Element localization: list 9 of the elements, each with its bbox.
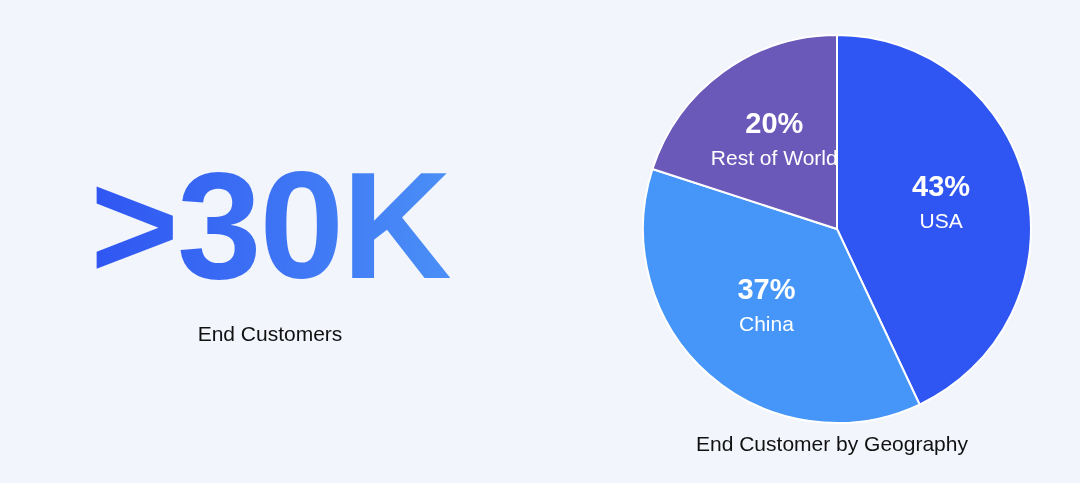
slice-label: USA — [919, 208, 963, 232]
slice-label: Rest of World — [710, 145, 838, 169]
data-label: 20% — [745, 106, 804, 139]
text: End Customers — [196, 322, 344, 346]
text: End Customer by Geography — [695, 432, 969, 456]
text: >30K — [90, 140, 450, 310]
data-label: 43% — [912, 169, 971, 202]
data-label: 37% — [737, 273, 796, 306]
slice-label: China — [739, 312, 795, 336]
